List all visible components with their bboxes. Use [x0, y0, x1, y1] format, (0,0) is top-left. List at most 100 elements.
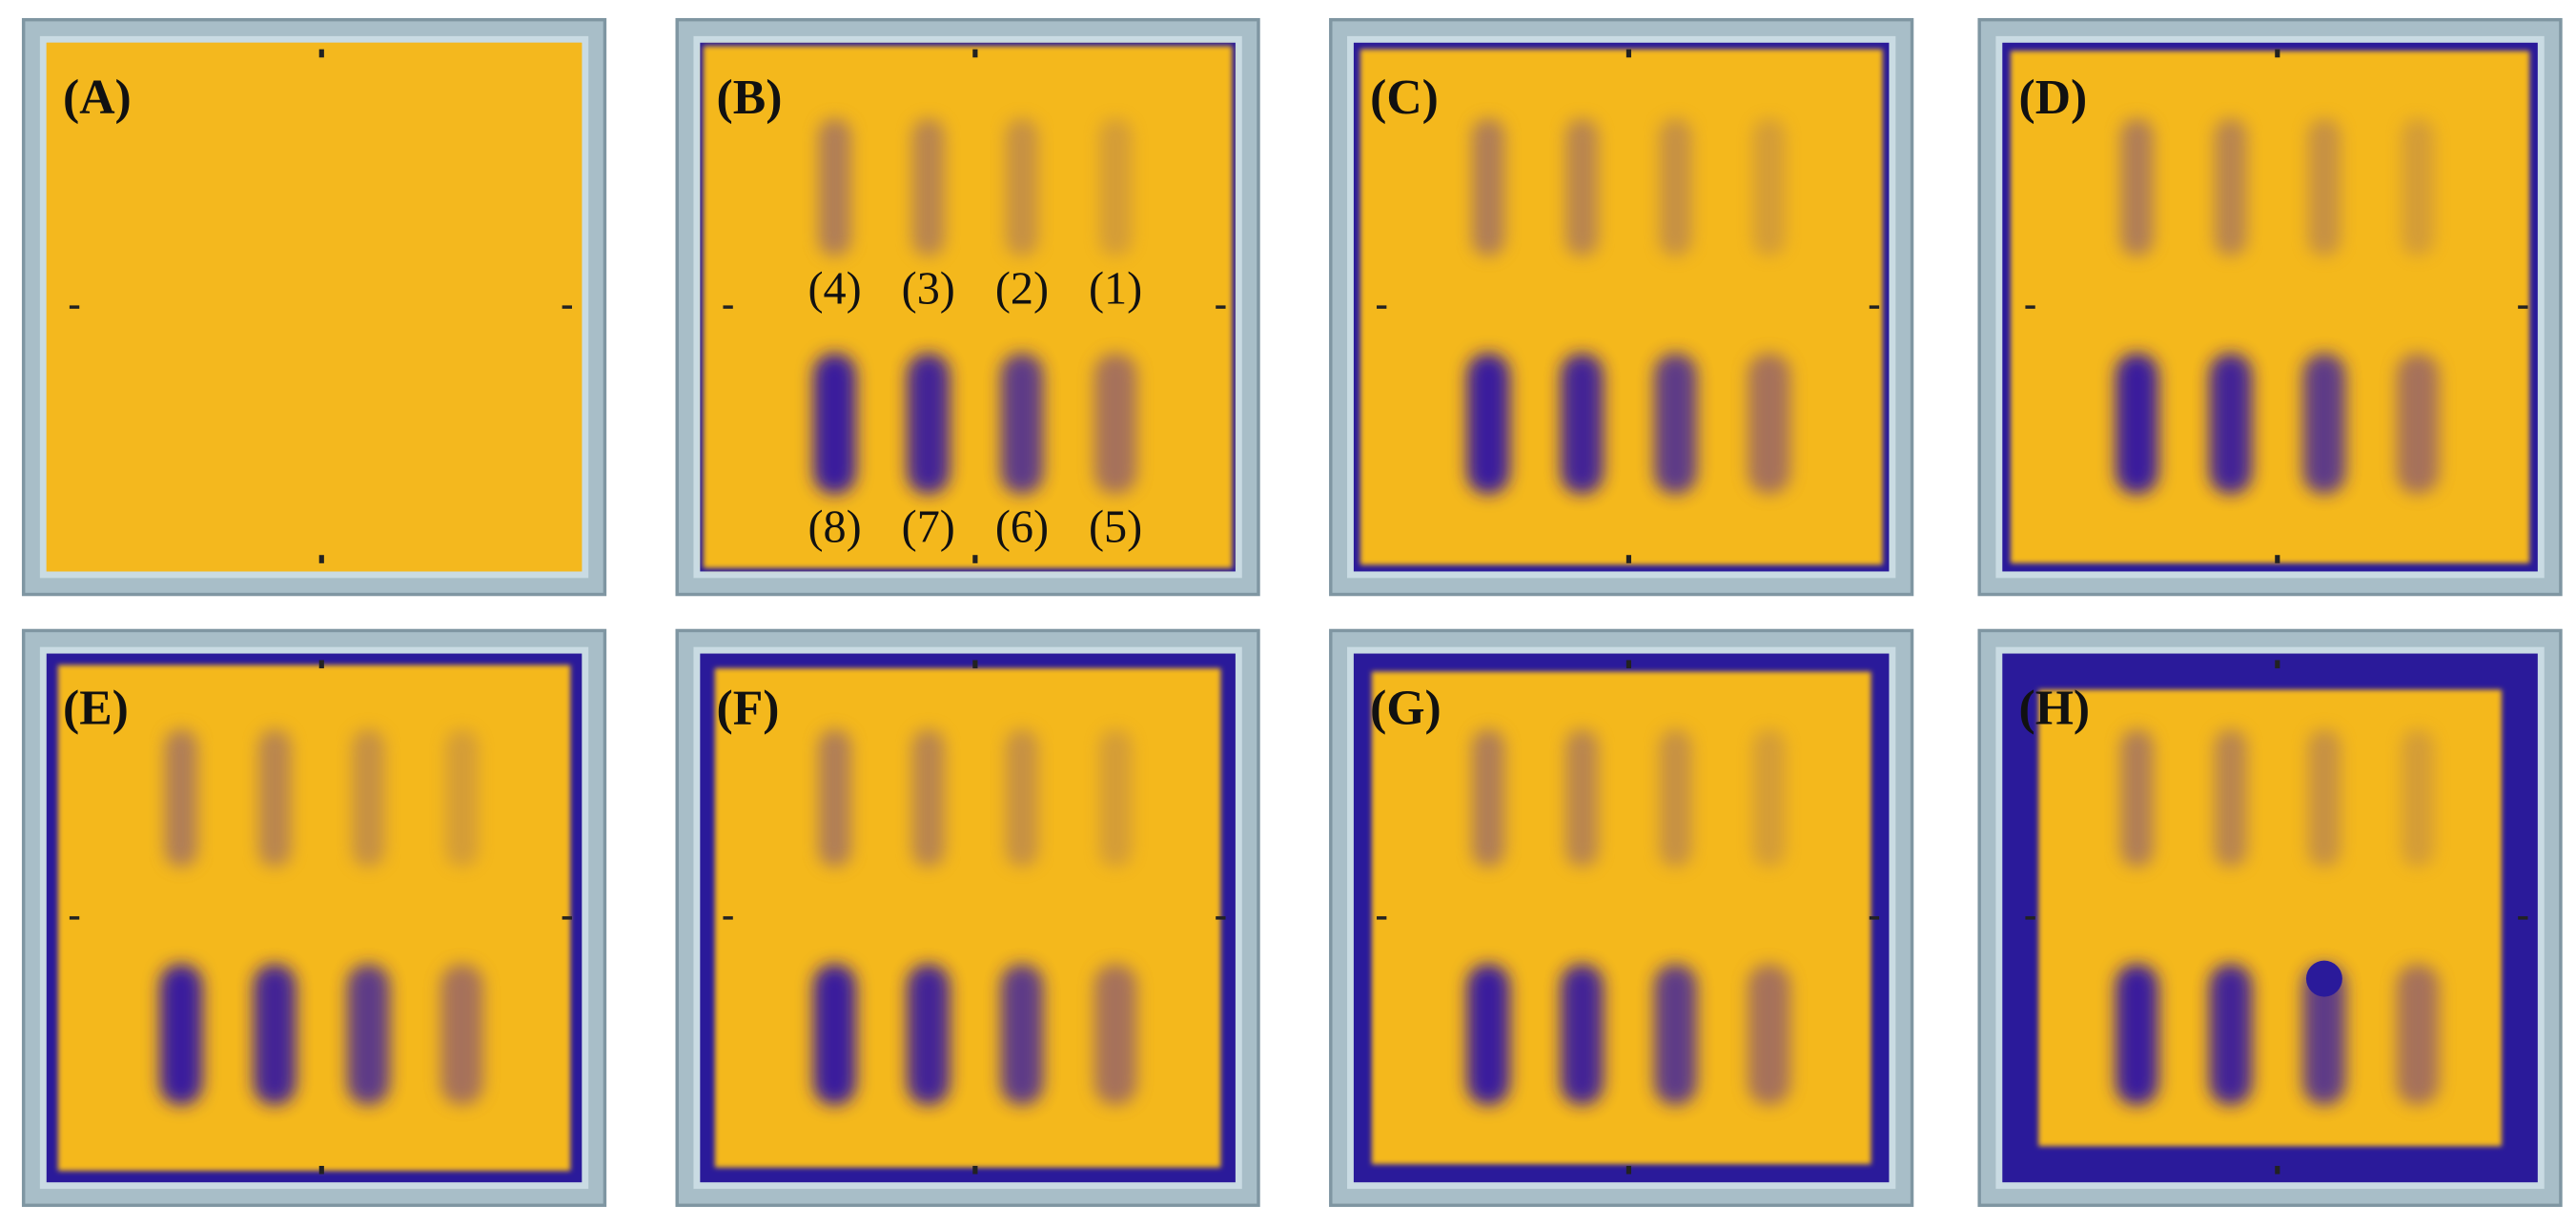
plate: (E): [21, 628, 607, 1208]
panel-label: (E): [63, 682, 129, 736]
panel-label: (D): [2019, 71, 2088, 125]
plate-tick: [318, 49, 324, 58]
plate-surface: [46, 42, 583, 572]
plate: (A): [21, 17, 607, 597]
spot: [1005, 728, 1039, 868]
spot-label: (7): [902, 501, 955, 552]
spot: [257, 728, 292, 868]
plate: (F): [675, 628, 1260, 1208]
spot: [159, 964, 203, 1106]
spot: [2302, 964, 2346, 1106]
spot: [2302, 353, 2346, 495]
spot: [1659, 728, 1692, 868]
spot: [1094, 964, 1137, 1106]
plate: (G): [1329, 628, 1914, 1208]
plate-tick: [318, 555, 324, 563]
plate-tick: [1869, 916, 1880, 920]
spot: [1094, 353, 1137, 495]
panel-label: (G): [1370, 682, 1441, 736]
spot: [2209, 964, 2253, 1106]
plate-tick: [1377, 916, 1387, 920]
plate-tick: [2518, 305, 2528, 309]
plate-tick: [2275, 1165, 2280, 1174]
spot: [2116, 353, 2158, 495]
plate-tick: [2518, 916, 2528, 920]
spot: [2120, 728, 2154, 868]
spot: [2305, 960, 2342, 997]
spot: [1654, 964, 1697, 1106]
spot: [1565, 728, 1599, 868]
plate-tick: [562, 916, 572, 920]
spot: [818, 118, 851, 256]
spot: [352, 728, 385, 868]
plate-tick: [2275, 49, 2280, 58]
spot: [1471, 118, 1505, 256]
plate-tick: [1625, 555, 1632, 563]
plate-tick: [1625, 660, 1632, 669]
spot-label: (3): [902, 264, 955, 315]
spot-label: (4): [808, 264, 861, 315]
spot: [440, 964, 483, 1106]
spot-label: (5): [1089, 501, 1142, 552]
spot: [2401, 118, 2435, 256]
spot: [1659, 118, 1692, 256]
plate-tick: [1625, 1165, 1632, 1174]
plate-tick: [1869, 305, 1880, 309]
plate-tick: [972, 555, 978, 563]
spot: [1752, 118, 1786, 256]
plate-surface: [1371, 671, 1871, 1165]
plate-tick: [723, 305, 733, 309]
spot: [911, 728, 945, 868]
plate-tick: [2275, 555, 2280, 563]
spot-label: (8): [808, 501, 861, 552]
plate-tick: [1377, 305, 1387, 309]
plate: (D): [1977, 17, 2563, 597]
spot: [1000, 353, 1044, 495]
spot: [2116, 964, 2158, 1106]
spot: [1752, 728, 1786, 868]
spot: [1654, 353, 1697, 495]
plate-tick: [1625, 49, 1632, 58]
spot: [907, 964, 951, 1106]
plate-tick: [318, 660, 324, 669]
spot: [2396, 964, 2440, 1106]
spot: [907, 353, 951, 495]
spot: [445, 728, 479, 868]
plate-surface: [703, 46, 1233, 568]
panel-label: (H): [2019, 682, 2091, 736]
panel-label: (F): [717, 682, 780, 736]
plate-tick: [318, 1165, 324, 1174]
plate-tick: [1216, 305, 1226, 309]
spot: [1560, 964, 1604, 1106]
spot-label: (1): [1089, 264, 1142, 315]
plate-tick: [2025, 916, 2035, 920]
spot: [1098, 118, 1133, 256]
panel-label: (A): [63, 71, 132, 125]
spot: [1748, 964, 1791, 1106]
plate-surface: [57, 664, 571, 1172]
spot: [2214, 118, 2247, 256]
spot: [2401, 728, 2435, 868]
plate-tick: [723, 916, 733, 920]
spot-label: (6): [995, 501, 1049, 552]
spot-label: (2): [995, 264, 1049, 315]
spot: [1466, 353, 1510, 495]
plate: (B) (4) (8) (3) (7) (2) (6) (1) (5): [675, 17, 1260, 597]
plate-tick: [2025, 305, 2035, 309]
plate-surface: [714, 668, 1221, 1168]
spot: [818, 728, 851, 868]
spot: [346, 964, 390, 1106]
plate-tick: [972, 49, 978, 58]
spot: [2120, 118, 2154, 256]
plate-tick: [69, 916, 80, 920]
plate-tick: [972, 1165, 978, 1174]
spot: [813, 353, 856, 495]
plate-tick: [972, 660, 978, 669]
spot: [253, 964, 296, 1106]
spot: [2396, 353, 2440, 495]
spot: [2209, 353, 2253, 495]
spot: [813, 964, 856, 1106]
spot: [1565, 118, 1599, 256]
spot: [1748, 353, 1791, 495]
